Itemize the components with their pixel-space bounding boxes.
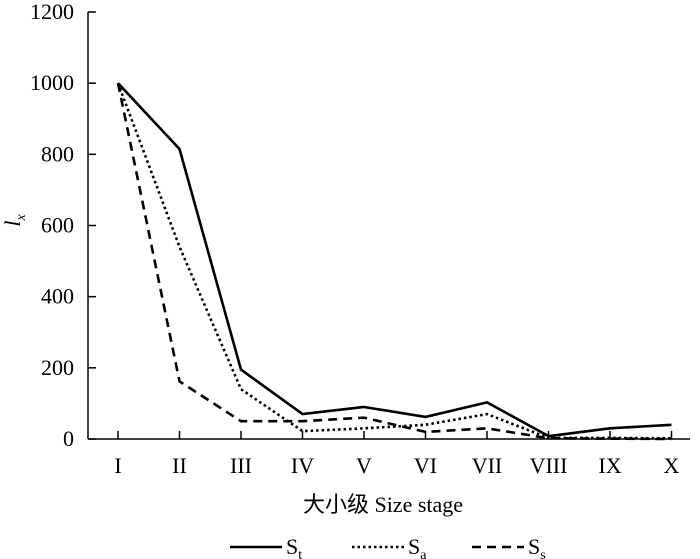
y-axis-title-sub: x — [14, 214, 29, 222]
axes — [87, 12, 690, 440]
x-tick-label: IV — [291, 453, 314, 478]
y-ticks: 0 200 400 600 800 1000 1200 — [30, 0, 96, 451]
y-tick-label: 1000 — [30, 70, 74, 95]
x-tick-label: VIII — [530, 453, 568, 478]
series-line-Ss — [116, 82, 672, 441]
legend-label-main: S — [408, 534, 420, 559]
x-axis-title: 大小级 Size stage — [303, 492, 463, 517]
series-layer — [116, 82, 672, 441]
x-tick-label: X — [664, 453, 680, 478]
series-line-St — [117, 82, 672, 438]
y-axis-title: lx — [0, 214, 29, 227]
x-tick-label: III — [230, 453, 252, 478]
x-tick-label: I — [114, 453, 121, 478]
y-tick-label: 200 — [41, 355, 74, 380]
x-tick-label: IX — [598, 453, 621, 478]
x-tick-label: V — [356, 453, 372, 478]
legend-label-Sa: Sa — [408, 534, 427, 559]
y-tick-label: 400 — [41, 284, 74, 309]
x-tick-label: VI — [414, 453, 437, 478]
legend-label-main: S — [528, 534, 540, 559]
x-tick-label: VII — [472, 453, 503, 478]
legend-label-sub: a — [420, 548, 427, 559]
legend-label-St: St — [286, 534, 302, 559]
legend: St Sa Ss — [230, 534, 546, 559]
x-tick-label: II — [172, 453, 187, 478]
legend-label-Ss: Ss — [528, 534, 546, 559]
legend-label-sub: s — [540, 548, 545, 559]
y-tick-label: 1200 — [30, 0, 74, 24]
y-axis-title-main: l — [0, 221, 25, 227]
legend-label-main: S — [286, 534, 298, 559]
y-tick-label: 0 — [63, 426, 74, 451]
y-tick-label: 600 — [41, 213, 74, 238]
y-tick-label: 800 — [41, 141, 74, 166]
x-ticks: I II III IV V VI VII VIII IX X — [114, 431, 680, 478]
legend-label-sub: t — [298, 548, 302, 559]
series-line-Sa — [116, 82, 672, 440]
